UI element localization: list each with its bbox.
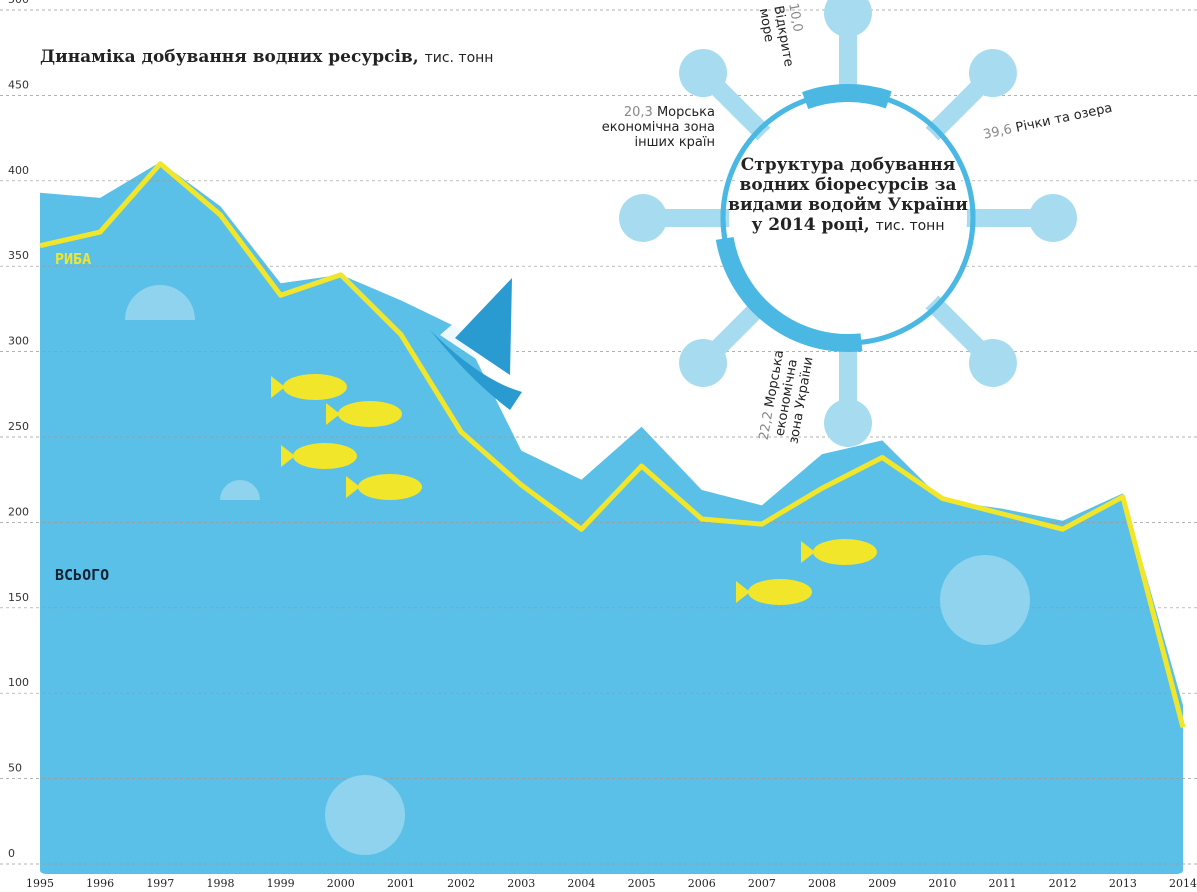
x-tick-label: 2011 xyxy=(989,877,1017,890)
x-tick-label: 2008 xyxy=(808,877,836,890)
y-tick-label: 250 xyxy=(8,420,29,433)
x-tick-label: 2009 xyxy=(868,877,896,890)
fish-tail xyxy=(346,476,360,498)
value-label: 20,3 xyxy=(623,105,653,120)
ship-hull xyxy=(430,330,522,410)
wheel-handle xyxy=(1029,194,1077,242)
wheel-hub xyxy=(729,99,967,337)
fish-icon xyxy=(283,374,347,400)
decorations xyxy=(125,270,1030,855)
fish-tail xyxy=(271,376,285,398)
donut-segment xyxy=(715,236,863,352)
fish-tail xyxy=(281,445,295,467)
series-label: РИБА xyxy=(55,250,92,268)
y-tick-label: 200 xyxy=(8,505,29,518)
category-label: Морська економічна зона інших країн xyxy=(601,105,715,150)
jellyfish-icon xyxy=(220,480,260,500)
y-tick-label: 0 xyxy=(8,847,15,860)
x-tick-label: 2013 xyxy=(1109,877,1137,890)
title-text: Динаміка добування водних ресурсів, xyxy=(40,47,419,67)
wheel-handle xyxy=(968,338,1017,387)
y-tick-label: 100 xyxy=(8,676,29,689)
x-tick-label: 2006 xyxy=(688,877,716,890)
x-tick-label: 1999 xyxy=(267,877,295,890)
x-tick-label: 2005 xyxy=(628,877,656,890)
x-tick-label: 2014 xyxy=(1169,877,1197,890)
donut-title: Структура добування водних біоресурсів з… xyxy=(720,155,976,236)
y-tick-label: 350 xyxy=(8,249,29,262)
x-tick-label: 1998 xyxy=(206,877,234,890)
donut-segment xyxy=(720,98,806,239)
x-tick-label: 1995 xyxy=(26,877,54,890)
wheel-handle xyxy=(968,49,1017,98)
fish-icon xyxy=(813,539,877,565)
chart-subtitle: тис. тонн xyxy=(424,50,494,66)
x-tick-label: 2007 xyxy=(748,877,776,890)
donut-label: 20,3 Морська економічна зона інших країн xyxy=(590,105,715,150)
x-tick-label: 1996 xyxy=(86,877,114,890)
y-tick-label: 300 xyxy=(8,335,29,348)
donut-segment xyxy=(802,84,892,110)
fish-icon xyxy=(358,474,422,500)
x-tick-label: 2000 xyxy=(327,877,355,890)
chart-title: Динаміка добування водних ресурсів, тис.… xyxy=(40,47,494,67)
fish-tail xyxy=(736,581,750,603)
x-tick-label: 2001 xyxy=(387,877,415,890)
wheel-handle xyxy=(824,399,872,447)
donut-title-text: Структура добування водних біоресурсів з… xyxy=(728,155,968,235)
crab-icon xyxy=(325,775,405,855)
area xyxy=(40,162,1183,875)
donut-segment xyxy=(861,97,976,345)
wheel-handle xyxy=(824,0,872,37)
y-tick-label: 150 xyxy=(8,591,29,604)
y-tick-label: 400 xyxy=(8,164,29,177)
fish-icon xyxy=(338,401,402,427)
y-tick-label: 50 xyxy=(8,762,22,775)
fish-icon xyxy=(748,579,812,605)
jellyfish-icon xyxy=(125,285,195,320)
donut-subtitle: тис. тонн xyxy=(875,218,945,234)
series-label: ВСЬОГО xyxy=(55,566,110,584)
fish-tail xyxy=(326,403,340,425)
wheel-handle xyxy=(679,49,728,98)
octopus-icon xyxy=(940,555,1030,645)
wheel-handle xyxy=(619,194,667,242)
fish-tail xyxy=(801,541,815,563)
ship-sail xyxy=(455,278,512,375)
x-tick-label: 1997 xyxy=(146,877,174,890)
x-tick-label: 2012 xyxy=(1049,877,1077,890)
y-tick-label: 450 xyxy=(8,78,29,91)
x-tick-label: 2010 xyxy=(928,877,956,890)
y-tick-label: 500 xyxy=(8,0,29,6)
x-tick-label: 2004 xyxy=(567,877,595,890)
wheel-handle xyxy=(679,338,728,387)
x-tick-label: 2003 xyxy=(507,877,535,890)
x-tick-label: 2002 xyxy=(447,877,475,890)
fish-icon xyxy=(293,443,357,469)
line xyxy=(39,161,1186,728)
